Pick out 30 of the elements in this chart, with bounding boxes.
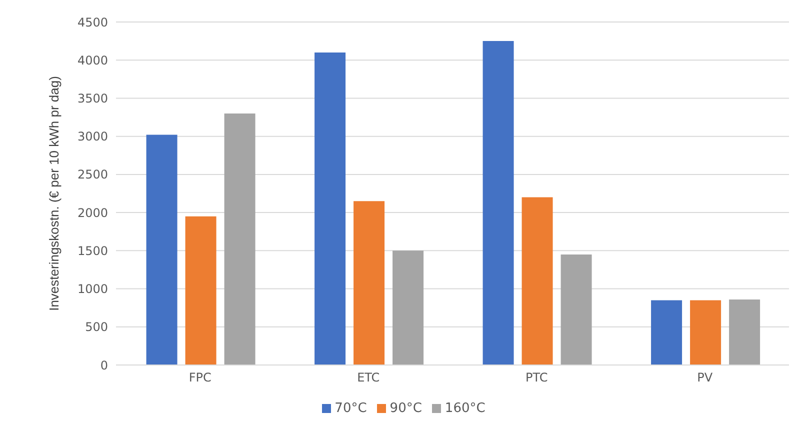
bar xyxy=(522,197,553,365)
legend-label: 160°C xyxy=(444,401,486,416)
y-tick-label: 4000 xyxy=(77,53,108,68)
bar xyxy=(146,134,178,365)
y-tick-label: 1000 xyxy=(77,282,108,296)
legend-label: 90°C xyxy=(390,401,422,416)
bar xyxy=(482,41,514,365)
bar xyxy=(392,250,424,365)
bar xyxy=(729,299,760,365)
y-tick-label: 500 xyxy=(85,320,108,334)
x-tick-label: ETC xyxy=(357,370,380,385)
y-axis-title: Investeringskostn. (€ per 10 kWh pr dag) xyxy=(46,76,62,311)
x-tick-label: PV xyxy=(697,370,714,385)
y-tick-label: 3000 xyxy=(77,130,108,144)
y-tick-label: 1500 xyxy=(77,244,108,258)
y-tick-label: 2500 xyxy=(77,168,108,182)
y-tick-label: 0 xyxy=(100,358,108,372)
y-tick-label: 2000 xyxy=(77,206,108,220)
bar xyxy=(185,216,216,365)
bar xyxy=(354,201,385,365)
bar xyxy=(690,300,722,365)
bar xyxy=(224,113,256,365)
bar xyxy=(314,52,346,365)
legend-label: 70°C xyxy=(334,401,367,416)
bar xyxy=(560,254,592,365)
bar xyxy=(651,300,682,365)
y-tick-label: 3500 xyxy=(77,91,108,106)
x-tick-label: FPC xyxy=(188,370,212,385)
x-tick-label: PTC xyxy=(526,370,548,385)
y-tick-label: 4500 xyxy=(77,15,108,30)
